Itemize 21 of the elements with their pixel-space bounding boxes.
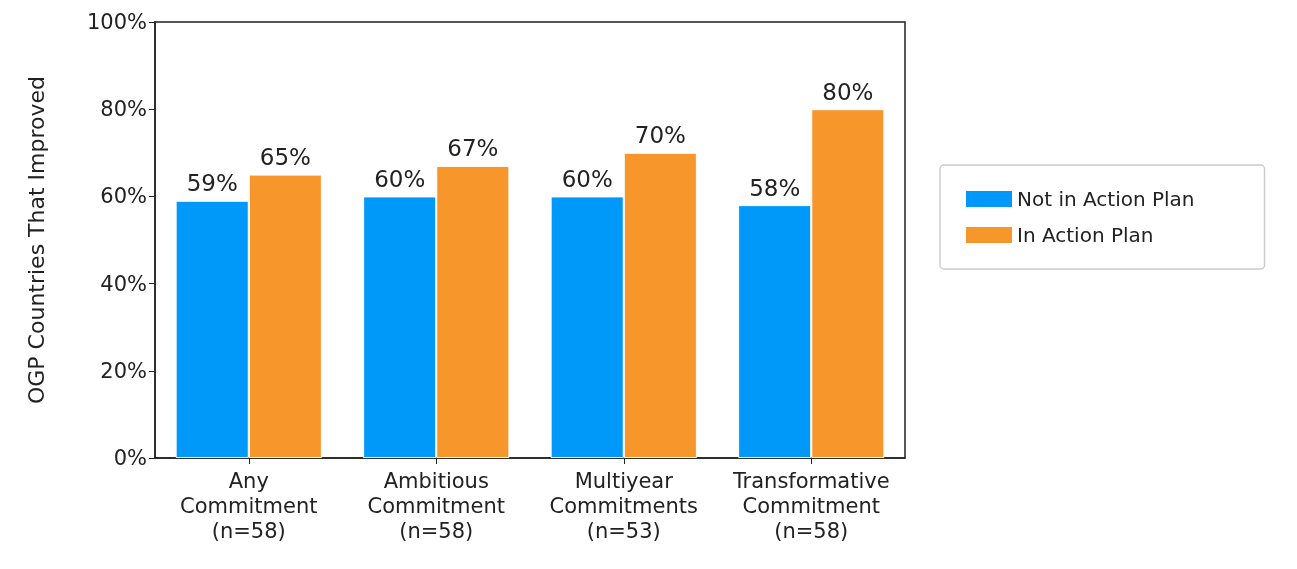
y-tick-label: 0% bbox=[113, 446, 147, 470]
data-label: 65% bbox=[259, 144, 311, 171]
data-label: 59% bbox=[186, 170, 238, 197]
data-label: 67% bbox=[447, 135, 499, 162]
y-tick-label: 20% bbox=[100, 358, 147, 383]
y-axis-title: OGP Countries That Improved bbox=[23, 75, 49, 405]
x-tick-label: Ambitious Commitment (n=58) bbox=[367, 468, 505, 543]
legend-label: Not in Action Plan bbox=[1017, 187, 1195, 211]
y-tick-label: 100% bbox=[86, 10, 147, 34]
x-tick-label: Multiyear Commitments (n=53) bbox=[549, 468, 698, 543]
x-tick-label: Transformative Commitment (n=58) bbox=[731, 468, 890, 543]
data-label: 70% bbox=[634, 122, 686, 149]
data-label: 60% bbox=[374, 165, 426, 192]
y-tick-label: 40% bbox=[100, 271, 147, 296]
legend-label: In Action Plan bbox=[1017, 223, 1154, 247]
y-tick-label: 80% bbox=[100, 97, 147, 122]
data-label: 80% bbox=[822, 78, 874, 105]
x-tick-label: Any Commitment (n=58) bbox=[180, 468, 318, 543]
data-label: 60% bbox=[561, 165, 613, 192]
data-label: 58% bbox=[749, 174, 801, 201]
y-tick-label: 60% bbox=[100, 184, 147, 209]
